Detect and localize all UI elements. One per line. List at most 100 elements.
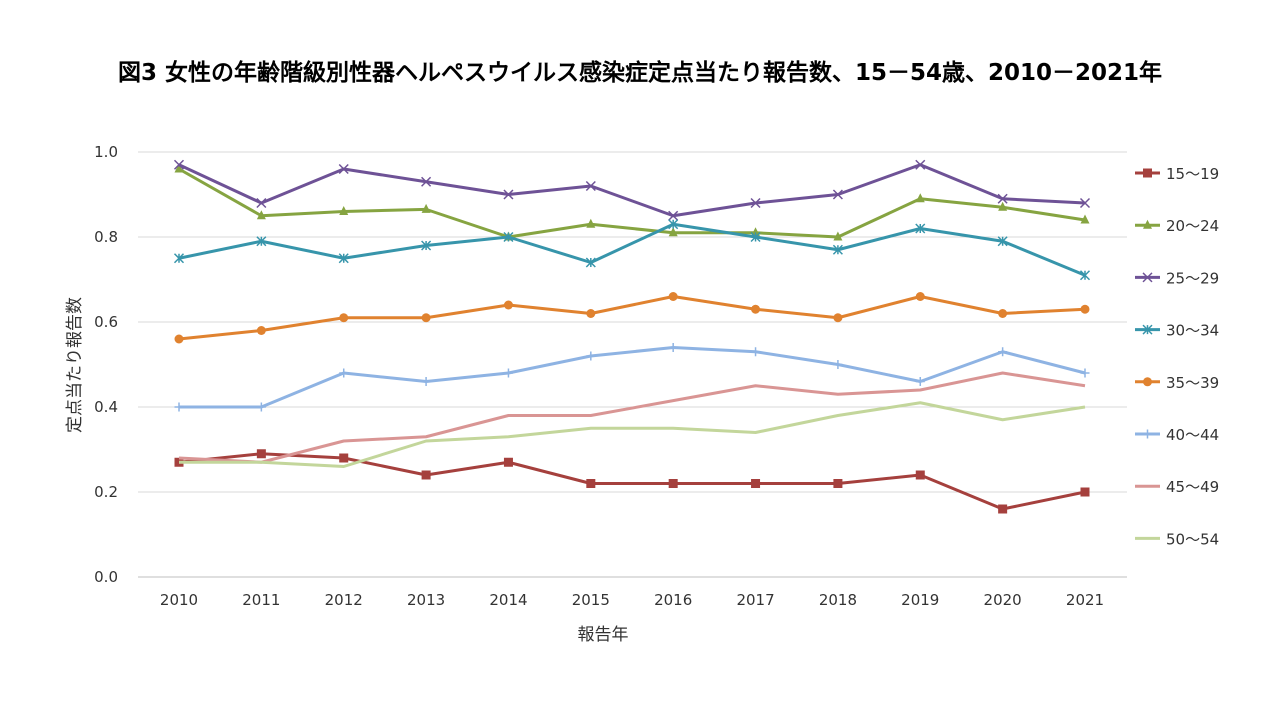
- legend-label: 45～49: [1166, 478, 1219, 496]
- chart-title: 図3 女性の年齢階級別性器ヘルペスウイルス感染症定点当たり報告数、15－54歳、…: [118, 59, 1162, 86]
- data-point: [586, 218, 596, 228]
- data-point: [998, 504, 1008, 514]
- series-line-30～34: [178, 222, 1086, 277]
- data-point: [421, 377, 431, 386]
- legend-marker: [1143, 219, 1152, 229]
- data-point: [338, 253, 349, 264]
- data-point: [833, 360, 843, 369]
- series-line-50～54: [179, 401, 1086, 468]
- data-point: [339, 368, 349, 378]
- data-point: [668, 219, 679, 230]
- data-point: [339, 313, 349, 323]
- data-point: [256, 402, 266, 412]
- data-point: [256, 197, 267, 209]
- data-point: [339, 453, 349, 463]
- x-tick-label: 2020: [984, 591, 1022, 609]
- data-point: [915, 292, 925, 301]
- y-tick-label: 1.0: [94, 143, 118, 161]
- data-point: [915, 159, 926, 170]
- data-point: [832, 189, 843, 200]
- data-point: [750, 197, 761, 209]
- legend-label: 20～24: [1166, 217, 1219, 235]
- data-point: [1080, 368, 1090, 378]
- data-point: [998, 309, 1008, 318]
- legend-marker: [1143, 168, 1152, 178]
- data-point: [833, 313, 843, 323]
- data-point: [421, 313, 431, 323]
- data-point: [915, 223, 926, 234]
- data-point: [174, 163, 184, 173]
- legend-marker: [1142, 272, 1153, 283]
- data-point: [668, 292, 678, 301]
- x-tick-label: 2015: [572, 591, 610, 609]
- legend-marker: [1143, 377, 1152, 387]
- data-point: [586, 479, 596, 488]
- legend-label: 40～44: [1166, 426, 1219, 444]
- data-point: [173, 159, 185, 170]
- data-point: [174, 334, 184, 344]
- data-point: [915, 377, 925, 386]
- series-line-25～29: [178, 163, 1086, 218]
- y-axis-label: 定点当たり報告数: [65, 297, 85, 433]
- data-point: [256, 326, 266, 335]
- data-point: [751, 304, 761, 314]
- x-tick-label: 2011: [242, 591, 280, 609]
- series-line-15～19: [178, 452, 1086, 511]
- x-tick-label: 2017: [736, 591, 774, 609]
- y-tick-label: 0.4: [94, 398, 118, 416]
- data-point: [421, 176, 432, 187]
- data-point: [586, 309, 596, 318]
- x-tick-label: 2010: [160, 591, 198, 609]
- data-point: [339, 206, 349, 215]
- data-point: [1079, 270, 1091, 281]
- data-point: [256, 236, 267, 247]
- data-point: [915, 193, 925, 203]
- data-point: [998, 201, 1008, 211]
- data-point: [751, 479, 761, 488]
- data-point: [832, 244, 843, 255]
- data-point: [503, 189, 514, 200]
- data-point: [750, 231, 761, 243]
- x-tick-label: 2012: [325, 591, 363, 609]
- x-tick-label: 2016: [654, 591, 692, 609]
- x-tick-label: 2014: [489, 591, 527, 609]
- series-line-35～39: [178, 295, 1086, 341]
- data-point: [421, 240, 432, 251]
- data-point: [503, 231, 514, 243]
- x-tick-label: 2021: [1066, 591, 1104, 609]
- data-point: [585, 180, 596, 192]
- legend-label: 50～54: [1166, 530, 1219, 548]
- data-point: [338, 163, 349, 175]
- data-point: [668, 479, 678, 488]
- data-point: [1079, 197, 1091, 209]
- legend-label: 35～39: [1166, 374, 1219, 392]
- data-point: [751, 347, 761, 357]
- y-tick-label: 0.8: [94, 228, 118, 246]
- data-point: [915, 470, 925, 480]
- legend-marker: [1143, 429, 1152, 439]
- x-tick-label: 2019: [901, 591, 939, 609]
- data-point: [668, 343, 678, 352]
- series-line-20～24: [178, 167, 1086, 239]
- data-point: [833, 479, 843, 488]
- legend-label: 15～19: [1166, 165, 1219, 183]
- x-axis-label: 報告年: [578, 625, 629, 645]
- data-point: [1080, 487, 1090, 497]
- legend-marker: [1142, 324, 1153, 335]
- data-point: [833, 231, 843, 241]
- data-point: [1080, 304, 1090, 314]
- series-line-45～49: [178, 371, 1086, 464]
- data-point: [503, 368, 513, 378]
- legend-label: 25～29: [1166, 269, 1219, 287]
- data-point: [668, 210, 679, 221]
- data-point: [174, 402, 184, 412]
- data-point: [256, 449, 266, 459]
- data-point: [586, 351, 596, 361]
- series-line-40～44: [179, 346, 1086, 409]
- y-tick-label: 0.6: [94, 313, 118, 331]
- data-point: [668, 227, 678, 237]
- data-point: [1080, 214, 1090, 224]
- x-tick-label: 2018: [819, 591, 857, 609]
- data-point: [503, 300, 513, 310]
